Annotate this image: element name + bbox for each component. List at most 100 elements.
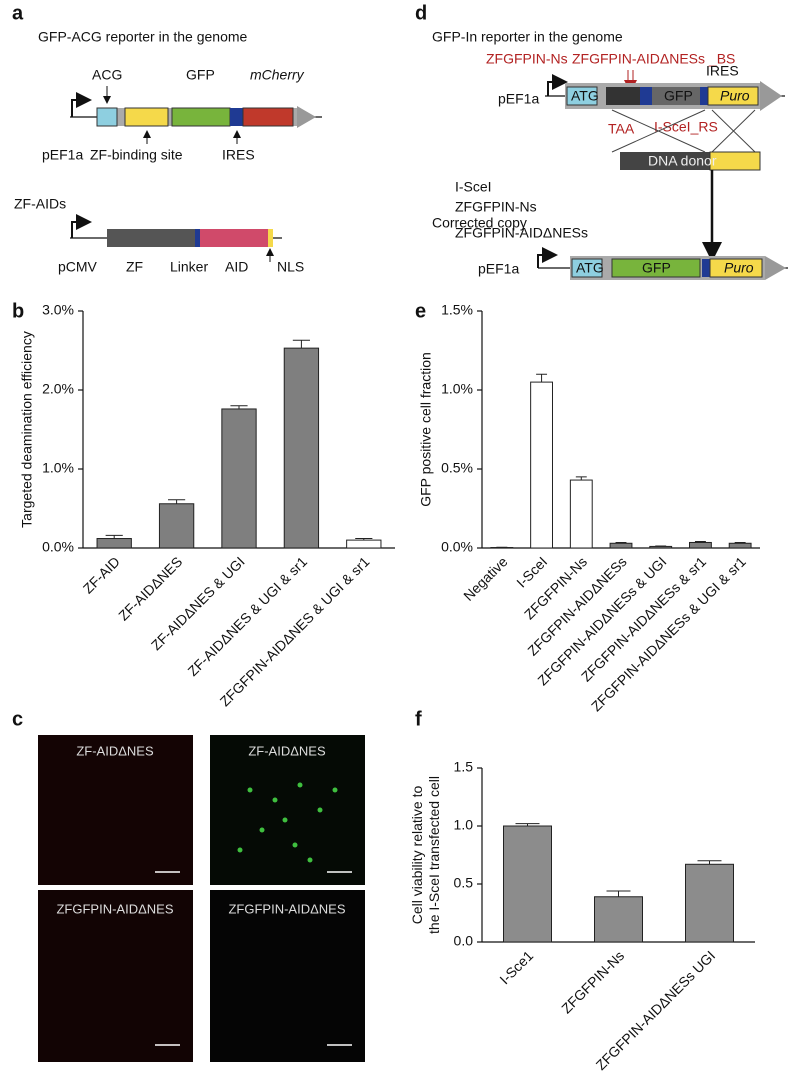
bar: [346, 539, 382, 549]
error-bar: [536, 373, 548, 383]
label: ZFGFPIN-AIDΔNESs: [455, 225, 588, 241]
y-axis-label: the I-SceI transfected cell: [426, 776, 442, 934]
label: I-SceI_RS: [654, 119, 718, 135]
bar: [689, 541, 712, 549]
label: TAA: [608, 121, 635, 137]
panel-label: e: [415, 300, 426, 322]
error-bar: [575, 476, 587, 481]
promoter: [71, 214, 92, 238]
bar: [221, 408, 257, 549]
bar: [649, 545, 673, 549]
bar: [569, 479, 593, 549]
y-axis-label: GFP positive cell fraction: [418, 352, 434, 507]
panel-label: c: [12, 708, 23, 730]
label: I-SceI: [455, 179, 492, 195]
image: [38, 735, 193, 885]
nls-box: [268, 229, 273, 247]
promoter: [537, 247, 558, 268]
y-tick-label: 0.0: [454, 933, 474, 949]
cells: [237, 782, 338, 863]
label: Puro: [724, 260, 754, 276]
error-bar: [734, 541, 746, 544]
arrowhead: [297, 106, 316, 128]
y-tick-label: 0.5: [454, 875, 474, 891]
atg-box: [566, 86, 598, 106]
error-bar: [168, 499, 186, 504]
label: GFP: [664, 88, 693, 104]
y-tick-label: 0.0%: [441, 539, 473, 555]
image: [210, 890, 365, 1062]
bar: [283, 347, 320, 549]
linker-box: [195, 229, 200, 247]
image-label: ZFGFPIN-AIDΔNES: [228, 901, 345, 916]
label: IRES: [222, 147, 255, 163]
y-tick-label: 1.5: [454, 759, 474, 775]
label: GFP: [186, 67, 215, 83]
y-axis-label: Cell viability relative to: [409, 786, 425, 925]
y-tick-label: 1.0: [454, 817, 474, 833]
title: GFP-In reporter in the genome: [432, 29, 623, 45]
error-bar: [355, 538, 373, 541]
x-tick-label: I-Sce1: [496, 947, 536, 987]
y-tick-label: 0.0%: [42, 539, 74, 555]
label: Corrected copy: [432, 215, 527, 231]
promoter: [71, 92, 92, 117]
error-bar: [615, 541, 627, 544]
promoter: [547, 74, 568, 96]
error-bar: [606, 890, 631, 897]
x-tick-label: I-SceI: [513, 553, 550, 590]
label: DNA donor: [648, 153, 717, 169]
x-tick-label: ZF-AID: [80, 553, 123, 596]
label: ZFGFPIN-Ns: [455, 199, 537, 215]
label: pCMV: [58, 259, 98, 275]
image: [210, 735, 365, 885]
bar: [503, 825, 552, 943]
bar: [96, 538, 132, 549]
y-tick-label: 1.5%: [441, 302, 473, 318]
bar: [728, 542, 752, 549]
label: Linker: [170, 259, 208, 275]
x-tick-label: ZF-AIDΔNES & UGI & sr1: [184, 553, 310, 679]
label: IRES: [706, 63, 739, 79]
atg-box: [571, 258, 603, 278]
label: ACG: [92, 67, 122, 83]
crossover: [611, 109, 756, 153]
site-box: [640, 87, 652, 105]
label: NLS: [277, 259, 304, 275]
donor-box: [620, 152, 710, 170]
gfp-box: [171, 107, 231, 127]
label: Puro: [720, 88, 750, 104]
image-label: ZF-AIDΔNES: [248, 743, 326, 758]
label: mCherry: [250, 67, 305, 83]
label: pEF1a: [42, 147, 83, 163]
diagram-a: a GFP-ACG reporter in the genome ACG GFP…: [12, 2, 322, 275]
zf-site-box: [124, 107, 169, 127]
error-bar: [230, 405, 248, 409]
donor-puro: [709, 151, 761, 171]
panel-label: a: [12, 2, 24, 24]
y-axis-label: Targeted deamination efficiency: [19, 331, 35, 528]
label: ZFGFPIN-AIDΔNESs _BS: [572, 51, 735, 67]
label: ZFGFPIN-Ns: [486, 51, 568, 67]
acg-box: [96, 107, 118, 127]
bar: [594, 896, 643, 943]
image-label: ZFGFPIN-AIDΔNES: [56, 901, 173, 916]
label: ATG: [571, 88, 599, 104]
image: [38, 890, 193, 1062]
arrowhead: [765, 256, 786, 280]
panel-label: b: [12, 300, 24, 322]
zf-box: [107, 229, 195, 247]
gfp-box: [611, 258, 701, 278]
label: ZF-AIDs: [14, 196, 66, 212]
panel-label: d: [415, 2, 427, 24]
x-tick-label: ZF-AIDΔNES: [115, 553, 185, 623]
label: pEF1a: [498, 91, 539, 107]
image-label: ZF-AIDΔNES: [76, 743, 154, 758]
title: GFP-ACG reporter in the genome: [38, 29, 248, 45]
error-bar: [105, 534, 123, 539]
error-bar: [694, 541, 706, 543]
scale-bars: [155, 871, 352, 1046]
label: ATG: [576, 260, 604, 276]
y-tick-label: 1.0%: [441, 381, 473, 397]
